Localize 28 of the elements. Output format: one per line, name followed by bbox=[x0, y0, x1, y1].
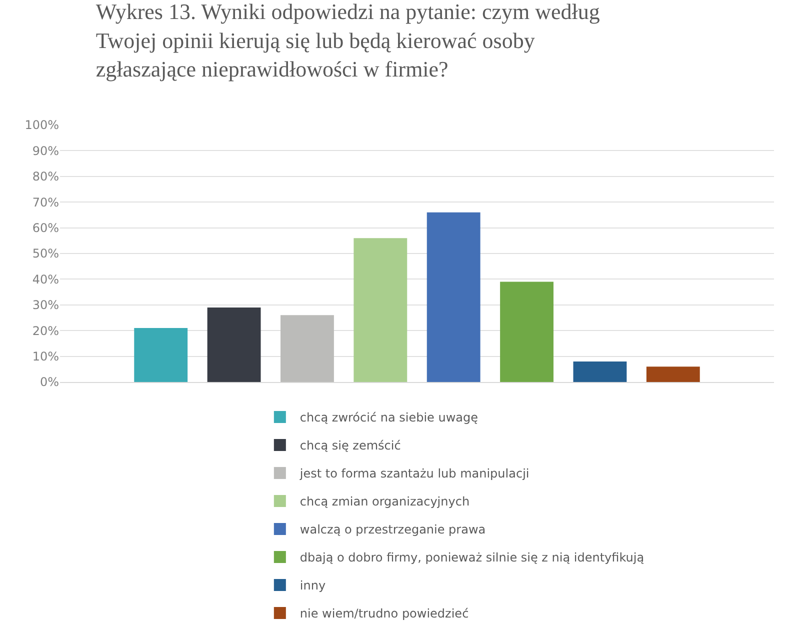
y-tick-label: 100% bbox=[24, 118, 59, 132]
legend-label: chcą się zemścić bbox=[300, 438, 401, 453]
bar bbox=[354, 238, 408, 382]
legend-label: walczą o przestrzeganie prawa bbox=[300, 522, 486, 537]
bar bbox=[646, 366, 700, 382]
bar bbox=[500, 282, 554, 382]
bar bbox=[280, 315, 334, 382]
y-tick-label: 90% bbox=[32, 144, 59, 158]
y-tick-label: 30% bbox=[32, 298, 59, 312]
bar bbox=[134, 328, 188, 382]
y-tick-label: 60% bbox=[32, 221, 59, 235]
legend-label: inny bbox=[300, 578, 326, 593]
legend-label: chcą zwrócić na siebie uwagę bbox=[300, 410, 478, 425]
y-tick-label: 70% bbox=[32, 195, 59, 210]
y-tick-label: 50% bbox=[32, 246, 59, 261]
y-tick-label: 80% bbox=[32, 170, 59, 184]
y-tick-label: 10% bbox=[32, 350, 59, 364]
legend-label: chcą zmian organizacyjnych bbox=[300, 494, 470, 509]
y-tick-label: 40% bbox=[32, 272, 59, 286]
legend-label: jest to forma szantażu lub manipulacji bbox=[298, 466, 530, 481]
legend-label: nie wiem/trudno powiedzieć bbox=[300, 606, 469, 621]
legend-label: dbają o dobro firmy, ponieważ silnie się z nią identyfikują bbox=[300, 550, 644, 565]
y-tick-label: 0% bbox=[40, 375, 59, 390]
bar bbox=[573, 361, 627, 382]
chart-title: Wykres 13. Wyniki odpowiedzi na pytanie: czym według Twojej opinii kierują się lub będą kierować osoby zgłaszające nieprawidłowości w firmie? bbox=[96, 0, 600, 82]
y-tick-label: 20% bbox=[32, 324, 59, 338]
bar bbox=[207, 307, 261, 382]
bar bbox=[426, 212, 480, 382]
